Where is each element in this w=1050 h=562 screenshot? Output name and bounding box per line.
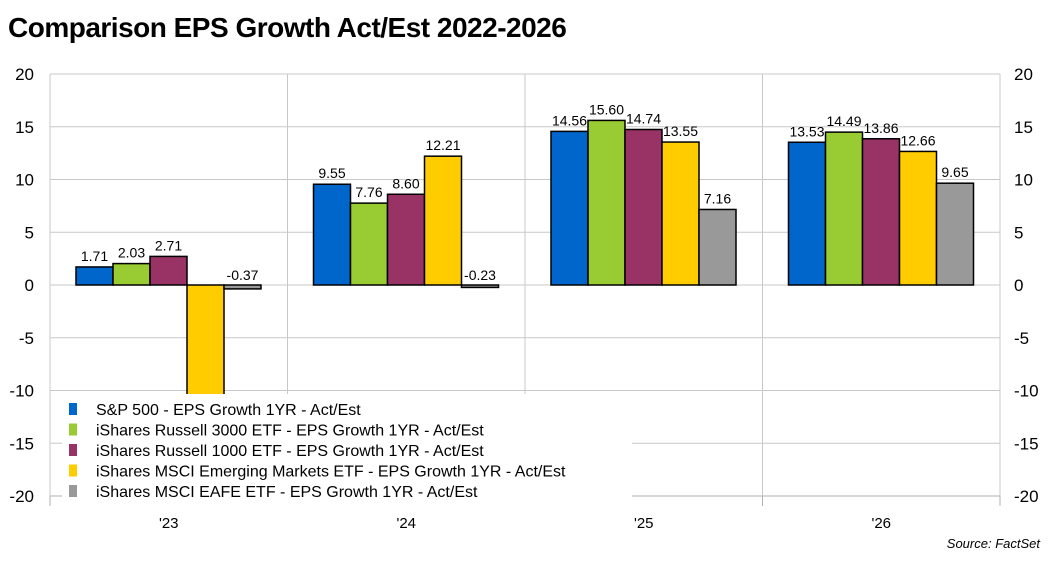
x-category-label: '23 xyxy=(159,515,179,532)
data-label: 9.55 xyxy=(318,165,345,181)
y-tick-label-right: -10 xyxy=(1014,382,1039,401)
y-tick-label-right: 20 xyxy=(1014,65,1033,84)
y-tick-label-right: 0 xyxy=(1014,276,1023,295)
bar xyxy=(550,130,589,286)
bar xyxy=(223,284,262,290)
bar xyxy=(787,141,827,286)
legend-swatch xyxy=(69,444,77,456)
bar xyxy=(460,284,500,289)
bar xyxy=(624,128,663,286)
x-category-label: '25 xyxy=(634,515,654,532)
bars xyxy=(75,119,975,450)
bar xyxy=(312,183,352,286)
y-tick-label-right: -5 xyxy=(1014,329,1029,348)
bar xyxy=(149,255,188,286)
chart-title: Comparison EPS Growth Act/Est 2022-2026 xyxy=(8,12,567,43)
legend-entry-label: iShares Russell 3000 ETF - EPS Growth 1Y… xyxy=(96,423,484,440)
bar xyxy=(824,131,864,286)
legend-entry-label: iShares MSCI EAFE ETF - EPS Growth 1YR -… xyxy=(96,484,478,501)
data-label: 13.86 xyxy=(863,120,898,136)
data-label: 2.71 xyxy=(155,237,182,253)
bar xyxy=(898,150,938,286)
bar xyxy=(587,119,626,286)
data-label: 13.53 xyxy=(789,123,824,139)
bar xyxy=(935,182,975,286)
bar xyxy=(386,193,426,286)
data-labels: 1.71 2.03 2.71 -0.37 9.55 7.76 8.60 12.21 -0.23 1… xyxy=(81,101,969,283)
legend-swatch xyxy=(69,485,77,497)
legend-entry-label: iShares Russell 1000 ETF - EPS Growth 1Y… xyxy=(96,443,484,460)
y-tick-label-right: 5 xyxy=(1014,223,1023,242)
x-category-label: '24 xyxy=(396,515,416,532)
data-label: 12.66 xyxy=(900,132,935,148)
bar xyxy=(349,202,389,286)
data-label: 14.56 xyxy=(552,112,587,128)
data-label: 9.65 xyxy=(941,164,968,180)
y-tick-label-left: 10 xyxy=(15,171,34,190)
data-label: -0.23 xyxy=(464,267,496,283)
data-label: 15.60 xyxy=(589,101,624,117)
y-tick-label-right: -15 xyxy=(1014,434,1039,453)
data-label: -0.37 xyxy=(227,267,259,283)
legend-swatch xyxy=(69,464,77,477)
y-tick-label-left: -15 xyxy=(9,434,34,453)
y-tick-label-right: -20 xyxy=(1014,487,1039,506)
y-tick-label-left: 20 xyxy=(15,65,34,84)
bar xyxy=(698,208,737,286)
y-tick-label-right: 10 xyxy=(1014,171,1033,190)
y-tick-label-left: 0 xyxy=(25,276,34,295)
legend: S&P 500 - EPS Growth 1YR - Act/Est iShare… xyxy=(62,394,632,507)
data-label: 14.74 xyxy=(626,110,661,126)
data-label: 13.55 xyxy=(663,123,698,139)
data-label: 12.21 xyxy=(425,137,460,153)
bar xyxy=(423,155,463,286)
data-label: 14.49 xyxy=(826,113,861,129)
data-label: 1.71 xyxy=(81,248,108,264)
data-label: 7.16 xyxy=(704,190,731,206)
legend-entry-label: S&P 500 - EPS Growth 1YR - Act/Est xyxy=(96,402,361,419)
source-note: Source: FactSet xyxy=(946,536,1040,551)
y-tick-label-left: -20 xyxy=(9,487,34,506)
bar xyxy=(112,262,151,286)
x-category-label: '26 xyxy=(871,515,891,532)
y-tick-label-right: 15 xyxy=(1014,118,1033,137)
bar xyxy=(75,266,114,286)
legend-background xyxy=(62,394,632,507)
bar xyxy=(861,138,901,286)
data-label: 8.60 xyxy=(392,175,419,191)
legend-entry-label: iShares MSCI Emerging Markets ETF - EPS … xyxy=(96,464,566,481)
y-tick-label-left: -10 xyxy=(9,382,34,401)
y-tick-label-left: -5 xyxy=(19,329,34,348)
y-tick-label-left: 5 xyxy=(25,223,34,242)
legend-swatch xyxy=(69,403,77,415)
data-label: 2.03 xyxy=(118,245,145,261)
legend-swatch xyxy=(69,423,77,436)
bar xyxy=(661,141,700,286)
y-tick-label-left: 15 xyxy=(15,118,34,137)
data-label: 7.76 xyxy=(355,184,382,200)
